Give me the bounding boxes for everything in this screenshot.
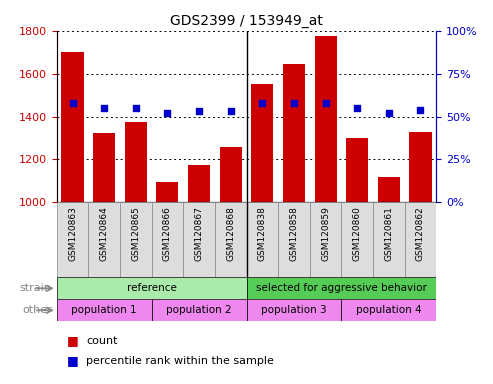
Bar <box>57 277 246 299</box>
Bar <box>378 177 400 202</box>
Bar <box>405 202 436 277</box>
Text: GSM120863: GSM120863 <box>68 206 77 261</box>
Bar <box>283 64 305 202</box>
Text: percentile rank within the sample: percentile rank within the sample <box>86 356 274 366</box>
Bar <box>219 147 242 202</box>
Text: GSM120868: GSM120868 <box>226 206 235 261</box>
Text: GSM120862: GSM120862 <box>416 206 425 261</box>
Text: other: other <box>22 305 52 315</box>
Bar <box>57 202 88 277</box>
Title: GDS2399 / 153949_at: GDS2399 / 153949_at <box>170 14 323 28</box>
Text: GSM120861: GSM120861 <box>385 206 393 261</box>
Point <box>164 110 172 116</box>
Text: GSM120858: GSM120858 <box>289 206 298 261</box>
Bar <box>341 202 373 277</box>
Bar <box>246 277 436 299</box>
Bar <box>57 299 152 321</box>
Text: GSM120866: GSM120866 <box>163 206 172 261</box>
Bar <box>125 122 147 202</box>
Point <box>100 105 108 111</box>
Text: GSM120867: GSM120867 <box>195 206 204 261</box>
Point <box>321 100 329 106</box>
Text: population 4: population 4 <box>356 305 422 315</box>
Text: GSM120838: GSM120838 <box>258 206 267 261</box>
Bar <box>152 299 246 321</box>
Point <box>290 100 298 106</box>
Bar <box>409 132 431 202</box>
Text: GSM120859: GSM120859 <box>321 206 330 261</box>
Text: GSM120865: GSM120865 <box>131 206 141 261</box>
Bar <box>310 202 341 277</box>
Text: population 2: population 2 <box>166 305 232 315</box>
Bar <box>315 36 337 202</box>
Bar <box>246 299 341 321</box>
Point <box>353 105 361 111</box>
Text: strain: strain <box>20 283 52 293</box>
Bar <box>373 202 405 277</box>
Text: GSM120860: GSM120860 <box>352 206 362 261</box>
Text: ■: ■ <box>67 354 78 367</box>
Text: count: count <box>86 336 118 346</box>
Point <box>195 108 203 114</box>
Bar <box>156 182 178 202</box>
Bar <box>183 202 215 277</box>
Text: selected for aggressive behavior: selected for aggressive behavior <box>256 283 427 293</box>
Bar <box>341 299 436 321</box>
Point <box>69 100 76 106</box>
Point <box>132 105 140 111</box>
Bar <box>346 138 368 202</box>
Bar <box>188 165 210 202</box>
Bar <box>62 52 84 202</box>
Text: population 1: population 1 <box>71 305 137 315</box>
Bar <box>88 202 120 277</box>
Text: GSM120864: GSM120864 <box>100 206 108 261</box>
Bar <box>251 84 274 202</box>
Point <box>417 107 424 113</box>
Bar <box>93 132 115 202</box>
Point <box>227 108 235 114</box>
Text: reference: reference <box>127 283 176 293</box>
Bar <box>278 202 310 277</box>
Bar <box>152 202 183 277</box>
Bar <box>215 202 246 277</box>
Bar <box>120 202 152 277</box>
Point <box>258 100 266 106</box>
Text: population 3: population 3 <box>261 305 327 315</box>
Bar <box>246 202 278 277</box>
Text: ■: ■ <box>67 334 78 347</box>
Point <box>385 110 393 116</box>
